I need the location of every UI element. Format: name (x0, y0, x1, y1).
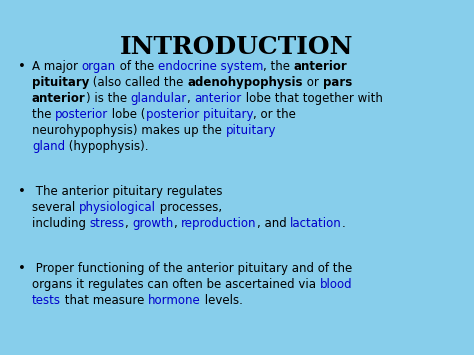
Text: several: several (32, 201, 79, 214)
Text: posterior pituitary: posterior pituitary (146, 108, 254, 121)
Text: adenohypophysis: adenohypophysis (188, 76, 303, 89)
Text: pars: pars (323, 76, 352, 89)
Text: ,: , (187, 92, 194, 105)
Text: .: . (342, 217, 346, 230)
Text: pituitary: pituitary (226, 124, 276, 137)
Text: •: • (18, 60, 26, 73)
Text: (also called the: (also called the (90, 76, 188, 89)
Text: physiological: physiological (79, 201, 156, 214)
Text: lobe (: lobe ( (109, 108, 146, 121)
Text: , or the: , or the (254, 108, 296, 121)
Text: Proper functioning of the anterior pituitary and of the: Proper functioning of the anterior pitui… (32, 262, 352, 275)
Text: anterior: anterior (294, 60, 348, 73)
Text: stress: stress (90, 217, 125, 230)
Text: hormone: hormone (148, 294, 201, 307)
Text: posterior: posterior (55, 108, 109, 121)
Text: of the: of the (116, 60, 158, 73)
Text: neurohypophysis) makes up the: neurohypophysis) makes up the (32, 124, 226, 137)
Text: (hypophysis).: (hypophysis). (65, 140, 149, 153)
Text: the: the (32, 108, 55, 121)
Text: levels.: levels. (201, 294, 243, 307)
Text: blood: blood (320, 278, 352, 291)
Text: A major: A major (32, 60, 82, 73)
Text: gland: gland (32, 140, 65, 153)
Text: organs it regulates can often be ascertained via: organs it regulates can often be ascerta… (32, 278, 320, 291)
Text: reproduction: reproduction (181, 217, 256, 230)
Text: lobe that together with: lobe that together with (242, 92, 383, 105)
Text: anterior: anterior (32, 92, 86, 105)
Text: The anterior pituitary regulates: The anterior pituitary regulates (32, 185, 222, 198)
Text: , and: , and (256, 217, 290, 230)
Text: growth: growth (132, 217, 173, 230)
Text: •: • (18, 262, 26, 275)
Text: endocrine system: endocrine system (158, 60, 263, 73)
Text: anterior: anterior (194, 92, 242, 105)
Text: ) is the: ) is the (86, 92, 131, 105)
Text: processes,: processes, (156, 201, 222, 214)
Text: ,: , (125, 217, 132, 230)
Text: or: or (303, 76, 323, 89)
Text: pituitary: pituitary (32, 76, 90, 89)
Text: lactation: lactation (290, 217, 342, 230)
Text: tests: tests (32, 294, 61, 307)
Text: , the: , the (263, 60, 294, 73)
Text: •: • (18, 185, 26, 198)
Text: ,: , (173, 217, 181, 230)
Text: including: including (32, 217, 90, 230)
Text: glandular: glandular (131, 92, 187, 105)
Text: INTRODUCTION: INTRODUCTION (120, 35, 354, 59)
Text: that measure: that measure (61, 294, 148, 307)
Text: organ: organ (82, 60, 116, 73)
